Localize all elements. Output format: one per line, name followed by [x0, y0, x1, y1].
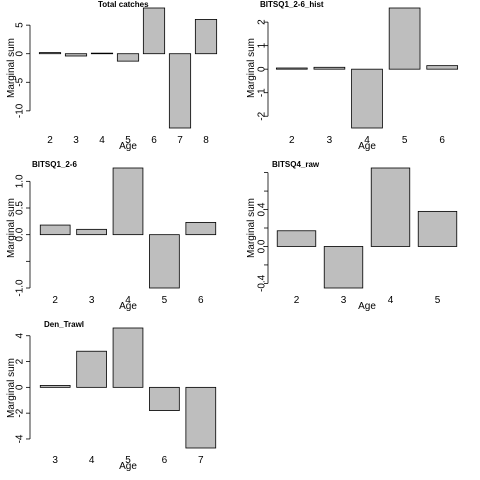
- y-tick-label: -1: [257, 88, 268, 97]
- y-tick-label: 1.0: [15, 174, 26, 188]
- bar-age-4: [351, 68, 383, 129]
- x-tick-label: 3: [89, 295, 95, 306]
- x-tick-label: 3: [73, 135, 79, 146]
- bar-age-3: [76, 228, 107, 236]
- x-tick-label: 6: [162, 455, 168, 466]
- x-axis-label: Age: [358, 141, 376, 152]
- bar-age-3: [64, 53, 88, 57]
- bar-age-6: [185, 221, 217, 236]
- y-tick-label: 0: [15, 384, 26, 390]
- bar-age-2: [276, 230, 317, 247]
- y-tick-label: 2: [15, 358, 26, 364]
- y-axis-label: Marginal sum: [6, 358, 17, 418]
- bar-age-6: [426, 65, 459, 70]
- panel-title: Total catches: [98, 0, 149, 9]
- x-tick-label: 5: [435, 295, 441, 306]
- y-tick-label: 0.4: [257, 202, 268, 216]
- x-tick-label: 5: [162, 295, 168, 306]
- x-tick-label: 7: [177, 135, 183, 146]
- panel-3: BITSQ1_2-6 2 3 4 5 6 -1.0 0.0 0.5 1.0 Marginal sum…: [6, 160, 217, 312]
- x-tick-label: 6: [198, 295, 204, 306]
- y-tick-label: -4: [15, 434, 26, 443]
- panel-title: Den_Trawl: [44, 320, 84, 329]
- y-axis-label: Marginal sum: [6, 38, 17, 98]
- x-tick-label: 2: [52, 295, 58, 306]
- y-tick-label: -2: [257, 111, 268, 120]
- bar-age-2: [275, 67, 308, 70]
- x-tick-label: 6: [151, 135, 157, 146]
- bar-age-3: [313, 66, 346, 70]
- panel-1: Total catches 2 3 4 5 6 7 8 -10 -5 0 5 Marginal sum A…: [6, 0, 218, 152]
- x-tick-label: 6: [439, 135, 445, 146]
- x-tick-label: 2: [294, 295, 300, 306]
- x-tick-label: 4: [125, 295, 131, 306]
- bar-age-5: [417, 210, 458, 247]
- y-tick-label: -5: [15, 77, 26, 86]
- bar-age-5: [112, 327, 144, 388]
- x-axis-label: Age: [119, 141, 137, 152]
- bar-age-4: [370, 167, 411, 247]
- x-tick-label: 5: [125, 455, 131, 466]
- x-tick-label: 8: [203, 135, 209, 146]
- x-tick-label: 7: [198, 455, 204, 466]
- x-tick-label: 5: [125, 135, 131, 146]
- bar-age-3: [39, 385, 71, 388]
- y-tick-label: 5: [15, 22, 26, 28]
- bar-age-2: [39, 224, 71, 236]
- bar-age-7: [185, 386, 217, 449]
- x-tick-label: 3: [327, 135, 333, 146]
- y-axis-label: Marginal sum: [246, 198, 257, 258]
- bar-age-2: [38, 52, 62, 55]
- x-tick-label: 4: [388, 295, 394, 306]
- y-axis-label: Marginal sum: [246, 38, 257, 98]
- bar-age-5: [149, 234, 180, 289]
- x-tick-label: 5: [402, 135, 408, 146]
- x-axis-label: Age: [119, 461, 137, 472]
- bar-age-4: [76, 350, 107, 388]
- y-tick-label: -2: [15, 408, 26, 417]
- x-tick-label: 3: [52, 455, 58, 466]
- x-tick-label: 4: [99, 135, 105, 146]
- x-axis-label: Age: [358, 301, 376, 312]
- x-tick-label: 2: [47, 135, 53, 146]
- bar-age-5: [388, 7, 421, 70]
- bar-age-5: [116, 53, 140, 62]
- y-tick-label: 4: [15, 333, 26, 339]
- y-tick-label: 0: [15, 50, 26, 56]
- panel-2: BITSQ1_2-6_hist 2 3 4 5 6 -2 -1 0 1 2 Marginal sum A…: [246, 0, 459, 152]
- y-tick-label: 0.0: [257, 239, 268, 253]
- bar-age-4: [112, 167, 144, 236]
- bar-age-4: [90, 52, 114, 55]
- y-tick-label: 2: [257, 19, 268, 25]
- bar-age-6: [142, 7, 166, 55]
- bar-age-3: [323, 246, 364, 289]
- y-tick-label: 0.0: [15, 227, 26, 241]
- y-axis-label: Marginal sum: [6, 198, 17, 258]
- panel-title: BITSQ4_raw: [272, 160, 320, 169]
- y-tick-label: 0: [257, 66, 268, 72]
- panel-title: BITSQ1_2-6: [32, 160, 77, 169]
- y-tick-label: -0.4: [257, 274, 268, 292]
- bar-age-7: [168, 53, 192, 129]
- x-tick-label: 2: [289, 135, 295, 146]
- panel-5: Den_Trawl 3 4 5 6 7 -4 -2 0 2 4 Marginal sum Age: [6, 320, 217, 472]
- y-tick-label: 1: [257, 42, 268, 48]
- x-tick-label: 3: [341, 295, 347, 306]
- x-tick-label: 4: [89, 455, 95, 466]
- x-tick-label: 4: [364, 135, 370, 146]
- y-tick-label: -1.0: [15, 279, 26, 297]
- y-tick-label: 0.5: [15, 201, 26, 215]
- y-tick-label: -10: [15, 103, 26, 118]
- bar-age-8: [194, 19, 218, 55]
- panel-title: BITSQ1_2-6_hist: [260, 0, 324, 9]
- x-axis-label: Age: [119, 301, 137, 312]
- bar-age-6: [149, 386, 180, 411]
